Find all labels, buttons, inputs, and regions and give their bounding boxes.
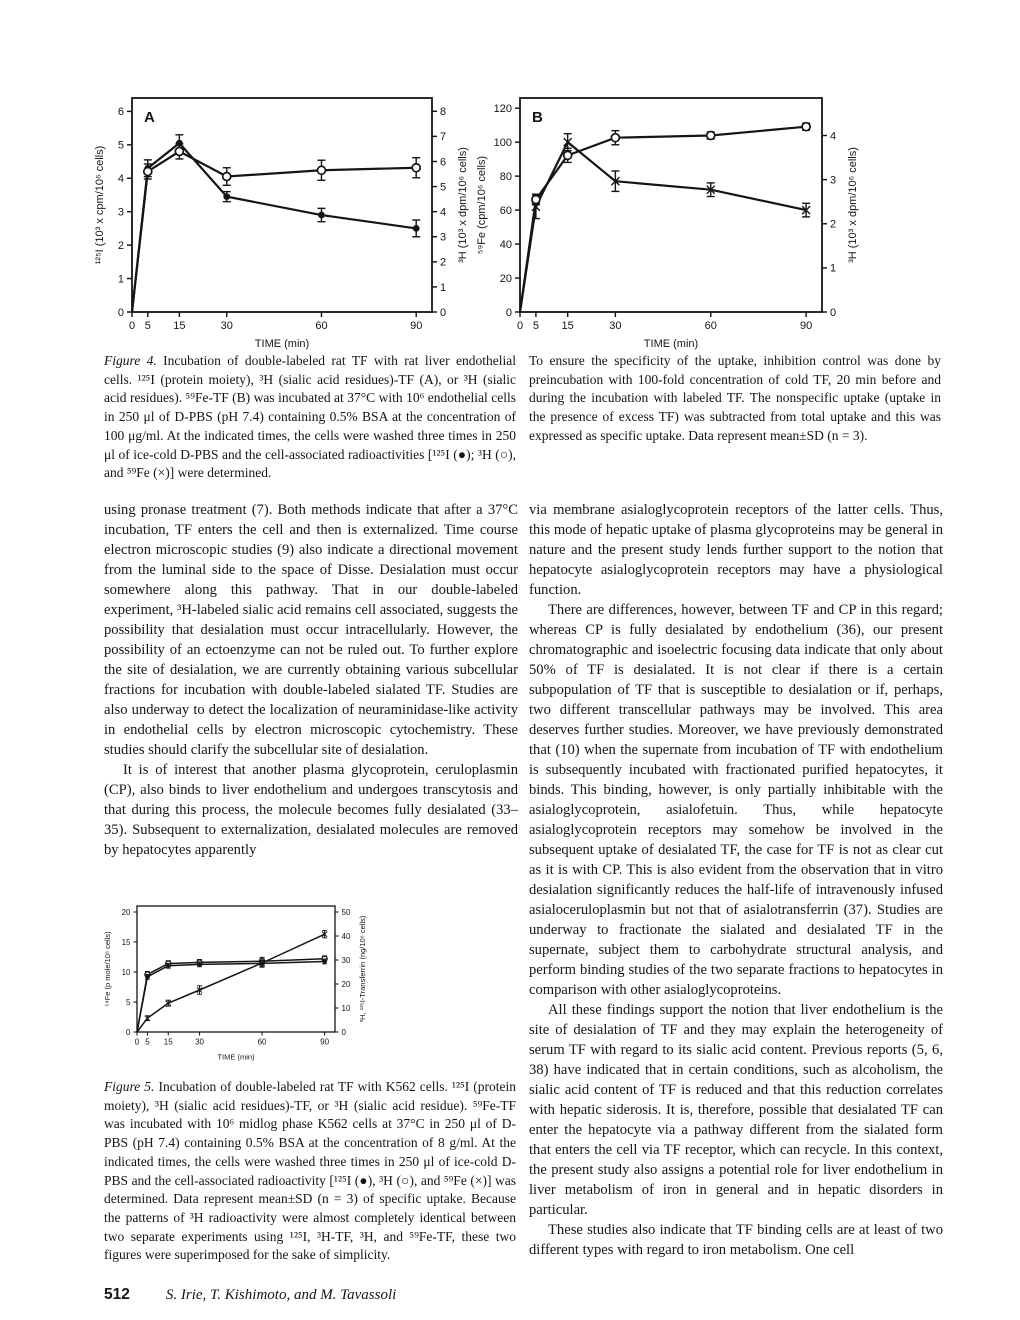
svg-text:6: 6 <box>440 156 446 168</box>
svg-text:TIME (min): TIME (min) <box>255 338 309 350</box>
series-59Fe <box>136 930 328 1033</box>
svg-text:0: 0 <box>126 1028 131 1037</box>
svg-text:20: 20 <box>342 980 351 989</box>
figure4-panel-a: 0 5 15 30 60 90 0 1 2 3 4 5 6 0 1 2 3 4 5 6 7 8 TIME (min) ¹²⁵I… <box>90 88 482 355</box>
paragraph: It is of interest that another plasma gl… <box>104 762 518 858</box>
figure4-caption-left: Figure 4. Incubation of double-labeled r… <box>104 352 516 483</box>
svg-text:0: 0 <box>135 1038 140 1047</box>
body-right-column: via membrane asialoglycoprotein receptor… <box>529 500 943 1260</box>
svg-text:0: 0 <box>506 307 512 319</box>
svg-text:³H (10³ x dpm/10⁶ cells): ³H (10³ x dpm/10⁶ cells) <box>847 147 859 263</box>
figure4-caption-text-right: To ensure the specificity of the uptake,… <box>529 353 941 443</box>
svg-text:A: A <box>144 109 155 126</box>
svg-text:0: 0 <box>830 307 836 319</box>
svg-text:90: 90 <box>320 1038 329 1047</box>
svg-text:1: 1 <box>118 273 124 285</box>
svg-text:7: 7 <box>440 131 446 143</box>
svg-text:15: 15 <box>122 938 131 947</box>
svg-text:5: 5 <box>440 181 446 193</box>
svg-text:30: 30 <box>221 320 233 332</box>
series-125I-TF <box>136 958 328 1033</box>
svg-text:³H (10³ x dpm/10⁶ cells): ³H (10³ x dpm/10⁶ cells) <box>457 147 469 263</box>
svg-text:60: 60 <box>315 320 327 332</box>
svg-text:40: 40 <box>342 932 351 941</box>
svg-text:20: 20 <box>500 273 512 285</box>
svg-text:2: 2 <box>830 219 836 231</box>
svg-text:⁵⁹Fe (cpm/10⁶ cells): ⁵⁹Fe (cpm/10⁶ cells) <box>476 156 488 254</box>
svg-text:1: 1 <box>830 263 836 275</box>
svg-text:0: 0 <box>342 1028 347 1037</box>
svg-text:8: 8 <box>440 106 446 118</box>
svg-text:30: 30 <box>195 1038 204 1047</box>
svg-text:2: 2 <box>118 240 124 252</box>
figure5-caption: Figure 5. Incubation of double-labeled r… <box>104 1078 516 1265</box>
svg-text:5: 5 <box>118 140 124 152</box>
svg-text:3: 3 <box>440 232 446 244</box>
figure5-caption-label: Figure 5. <box>104 1079 155 1094</box>
svg-text:4: 4 <box>830 130 836 142</box>
paragraph: using pronase treatment (7). Both method… <box>104 502 518 758</box>
svg-text:2: 2 <box>440 257 446 269</box>
svg-text:40: 40 <box>500 239 512 251</box>
figure5-caption-text: Incubation of double-labeled rat TF with… <box>104 1079 517 1263</box>
svg-text:10: 10 <box>122 968 131 977</box>
svg-text:4: 4 <box>440 206 446 218</box>
series-3H-sialic-acid <box>518 121 811 313</box>
paragraph: These studies also indicate that TF bind… <box>529 1222 943 1258</box>
svg-text:TIME (min): TIME (min) <box>644 338 698 350</box>
svg-text:0: 0 <box>118 307 124 319</box>
svg-text:3: 3 <box>118 207 124 219</box>
svg-text:60: 60 <box>258 1038 267 1047</box>
svg-text:80: 80 <box>500 171 512 183</box>
svg-text:4: 4 <box>118 173 124 185</box>
svg-text:15: 15 <box>164 1038 173 1047</box>
svg-text:3: 3 <box>830 174 836 186</box>
paragraph: via membrane asialoglycoprotein receptor… <box>529 502 943 598</box>
figure4-caption-label: Figure 4. <box>104 353 157 368</box>
page-footer: 512 S. Irie, T. Kishimoto, and M. Tavasso… <box>104 1286 396 1304</box>
figure4-caption-text-left: Incubation of double-labeled rat TF with… <box>104 353 516 481</box>
svg-text:90: 90 <box>410 320 422 332</box>
svg-text:5: 5 <box>145 1038 150 1047</box>
svg-text:15: 15 <box>562 320 574 332</box>
svg-text:¹²⁵I (10³ x cpm/10⁶ cells): ¹²⁵I (10³ x cpm/10⁶ cells) <box>94 146 106 265</box>
svg-text:10: 10 <box>342 1004 351 1013</box>
figure4-caption-right: To ensure the specificity of the uptake,… <box>529 352 941 446</box>
svg-text:0: 0 <box>517 320 523 332</box>
page-number: 512 <box>104 1286 130 1303</box>
svg-text:120: 120 <box>494 103 512 115</box>
svg-text:0: 0 <box>440 307 446 319</box>
svg-text:60: 60 <box>705 320 717 332</box>
svg-text:30: 30 <box>609 320 621 332</box>
svg-text:5: 5 <box>126 998 131 1007</box>
svg-text:5: 5 <box>533 320 539 332</box>
svg-text:0: 0 <box>129 320 135 332</box>
running-authors: S. Irie, T. Kishimoto, and M. Tavassoli <box>165 1287 397 1303</box>
figure5-panel: 0 5 15 30 60 90 0 5 10 15 20 0 10 20 30 40 50 TIME (min) ⁵… <box>99 896 395 1079</box>
svg-text:90: 90 <box>800 320 812 332</box>
paragraph: There are differences, however, between … <box>529 602 943 998</box>
svg-text:30: 30 <box>342 956 351 965</box>
series-125I-protein-moiety <box>130 134 421 313</box>
svg-text:B: B <box>532 109 543 126</box>
series-3H-sialic-acid <box>130 143 422 313</box>
svg-text:1: 1 <box>440 282 446 294</box>
svg-text:15: 15 <box>173 320 185 332</box>
svg-text:⁵⁹Fe (p mole/10⁶ cells): ⁵⁹Fe (p mole/10⁶ cells) <box>103 931 112 1007</box>
svg-text:60: 60 <box>500 205 512 217</box>
paragraph: All these findings support the notion th… <box>529 1002 943 1218</box>
svg-text:³H, ¹²⁵I-Transferrin (ng/10⁶ c: ³H, ¹²⁵I-Transferrin (ng/10⁶ cells) <box>358 915 367 1022</box>
svg-text:TIME (min): TIME (min) <box>217 1053 255 1062</box>
figure4-panel-b: 0 5 15 30 60 90 0 20 40 60 80 100 120 0 1 2 3 4 TIME (min)… <box>472 88 876 355</box>
svg-text:100: 100 <box>494 137 512 149</box>
body-left-column: using pronase treatment (7). Both method… <box>104 500 518 860</box>
svg-text:20: 20 <box>122 908 131 917</box>
svg-text:5: 5 <box>145 320 151 332</box>
svg-text:50: 50 <box>342 908 351 917</box>
svg-text:6: 6 <box>118 106 124 118</box>
